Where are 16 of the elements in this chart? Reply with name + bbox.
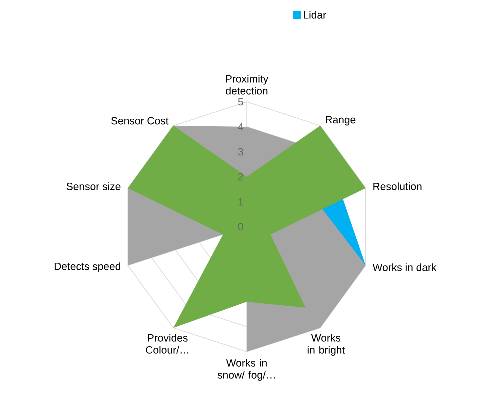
y-tick-label: 3 [238, 148, 244, 156]
spoke-label: Works in bright [308, 334, 346, 356]
spoke-label: Provides Colour/… [146, 334, 189, 354]
y-tick-label: 2 [238, 173, 244, 181]
spoke-label: Resolution [374, 182, 422, 190]
spoke-label: Range [326, 116, 356, 126]
spoke-label: Works in snow/ fog/… [218, 359, 276, 381]
spoke-label: Proximity detection [226, 75, 269, 95]
spoke-label: Works in dark [372, 264, 437, 272]
y-tick-label: 1 [238, 198, 244, 206]
spoke-label: Sensor Cost [112, 117, 169, 125]
spoke-label: Sensor size [66, 182, 121, 190]
y-tick-label: 0 [238, 223, 244, 231]
y-tick-label: 5 [238, 98, 244, 106]
legend-label: Lidar [304, 11, 326, 19]
spoke-label: Detects speed [54, 262, 121, 272]
